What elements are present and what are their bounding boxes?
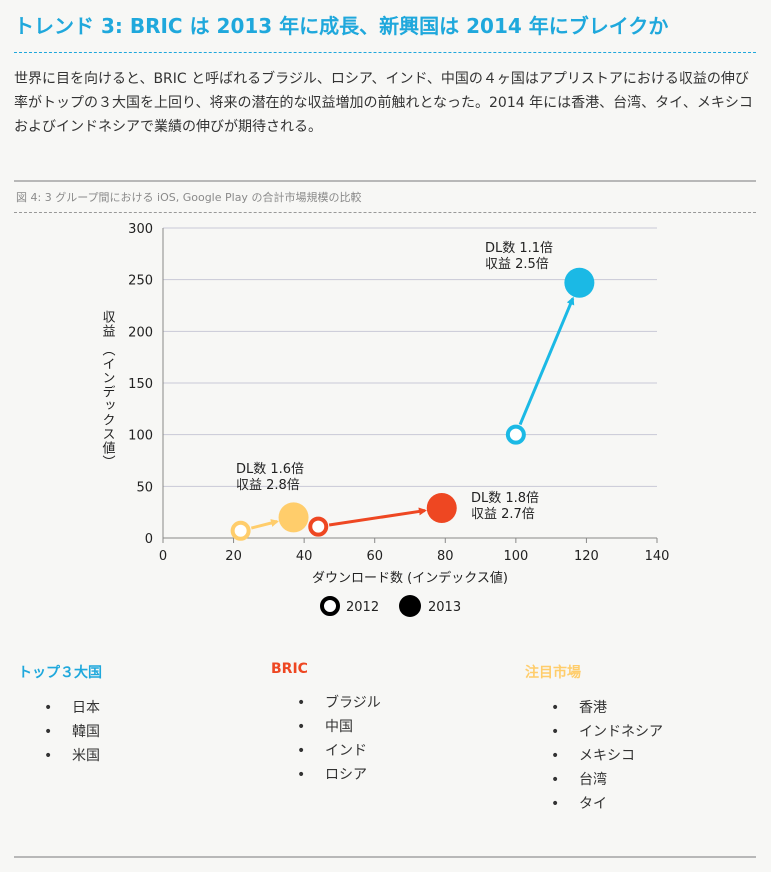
group-title: 注目市場 — [525, 665, 581, 681]
list-item: 中国 — [271, 715, 381, 739]
data-annotation: DL数 1.8倍 — [471, 491, 539, 506]
list-item: 韓国 — [18, 720, 102, 744]
list-item: 米国 — [18, 744, 102, 768]
list-item: メキシコ — [525, 744, 663, 768]
x-tick-label: 60 — [366, 549, 383, 564]
y-tick-label: 0 — [145, 532, 153, 547]
intro-paragraph: 世界に目を向けると、BRIC と呼ばれるブラジル、ロシア、インド、中国の４ヶ国は… — [14, 71, 753, 135]
list-item: ブラジル — [271, 691, 381, 715]
data-point-2012 — [505, 424, 526, 445]
group-list: 香港 インドネシア メキシコ 台湾 タイ — [525, 696, 663, 816]
group-emerging: 注目市場 香港 インドネシア メキシコ 台湾 タイ — [525, 662, 663, 816]
legend-label: 2012 — [346, 600, 379, 615]
list-item: 香港 — [525, 696, 663, 720]
scatter-chart: 0 50 100 150 200 250 300 0 20 40 60 80 100 120 140 ダウンロ… — [100, 222, 670, 617]
data-point-2012 — [308, 516, 329, 537]
y-tick-label: 300 — [128, 222, 153, 237]
group-title: トップ３大国 — [18, 665, 102, 681]
data-point-2013 — [564, 267, 595, 298]
y-tick-label: 200 — [128, 325, 153, 340]
y-axis-label: 収益 （インデックス値） — [100, 310, 116, 469]
data-point-2013 — [426, 493, 457, 524]
list-item: インドネシア — [525, 720, 663, 744]
y-tick-label: 250 — [128, 274, 153, 289]
figure-caption: 図 4: 3 グループ間における iOS, Google Play の合計市場規… — [16, 191, 362, 204]
trend-arrow — [328, 507, 427, 527]
data-annotation: DL数 1.6倍 — [236, 462, 304, 477]
y-tick-label: 50 — [136, 480, 153, 495]
y-tick-label: 100 — [128, 429, 153, 444]
page-title: トレンド 3: BRIC は 2013 年に成長、新興国は 2014 年にブレイ… — [14, 14, 669, 38]
figure-caption-divider — [14, 212, 756, 213]
group-title: BRIC — [271, 661, 308, 677]
title-divider — [14, 52, 756, 53]
x-tick-label: 20 — [225, 549, 242, 564]
x-tick-label: 0 — [159, 549, 167, 564]
x-tick-label: 120 — [574, 549, 599, 564]
x-tick-label: 140 — [645, 549, 670, 564]
x-axis-label: ダウンロード数 (インデックス値) — [312, 570, 508, 586]
x-tick-label: 80 — [437, 549, 454, 564]
list-item: ロシア — [271, 763, 381, 787]
data-annotation: 収益 2.8倍 — [236, 478, 300, 493]
trend-arrow — [250, 519, 280, 530]
data-annotation: DL数 1.1倍 — [485, 241, 553, 256]
legend-label: 2013 — [428, 600, 461, 615]
trend-arrow — [518, 296, 575, 426]
group-list: ブラジル 中国 インド ロシア — [271, 691, 381, 787]
list-item: タイ — [525, 792, 663, 816]
figure-top-divider — [14, 180, 756, 182]
list-item: 日本 — [18, 696, 102, 720]
y-tick-label: 150 — [128, 377, 153, 392]
data-annotation: 収益 2.5倍 — [485, 257, 549, 272]
data-point-2013 — [278, 502, 309, 533]
group-bric: BRIC ブラジル 中国 インド ロシア — [271, 661, 381, 787]
data-annotation: 収益 2.7倍 — [471, 507, 535, 522]
list-item: インド — [271, 739, 381, 763]
x-tick-label: 100 — [503, 549, 528, 564]
group-top3: トップ３大国 日本 韓国 米国 — [18, 662, 102, 768]
x-tick-label: 40 — [296, 549, 313, 564]
bottom-divider — [14, 856, 756, 858]
data-point-2012 — [230, 520, 251, 541]
group-list: 日本 韓国 米国 — [18, 696, 102, 768]
list-item: 台湾 — [525, 768, 663, 792]
legend-marker-filled — [399, 595, 421, 617]
legend-marker-hollow — [320, 596, 340, 616]
